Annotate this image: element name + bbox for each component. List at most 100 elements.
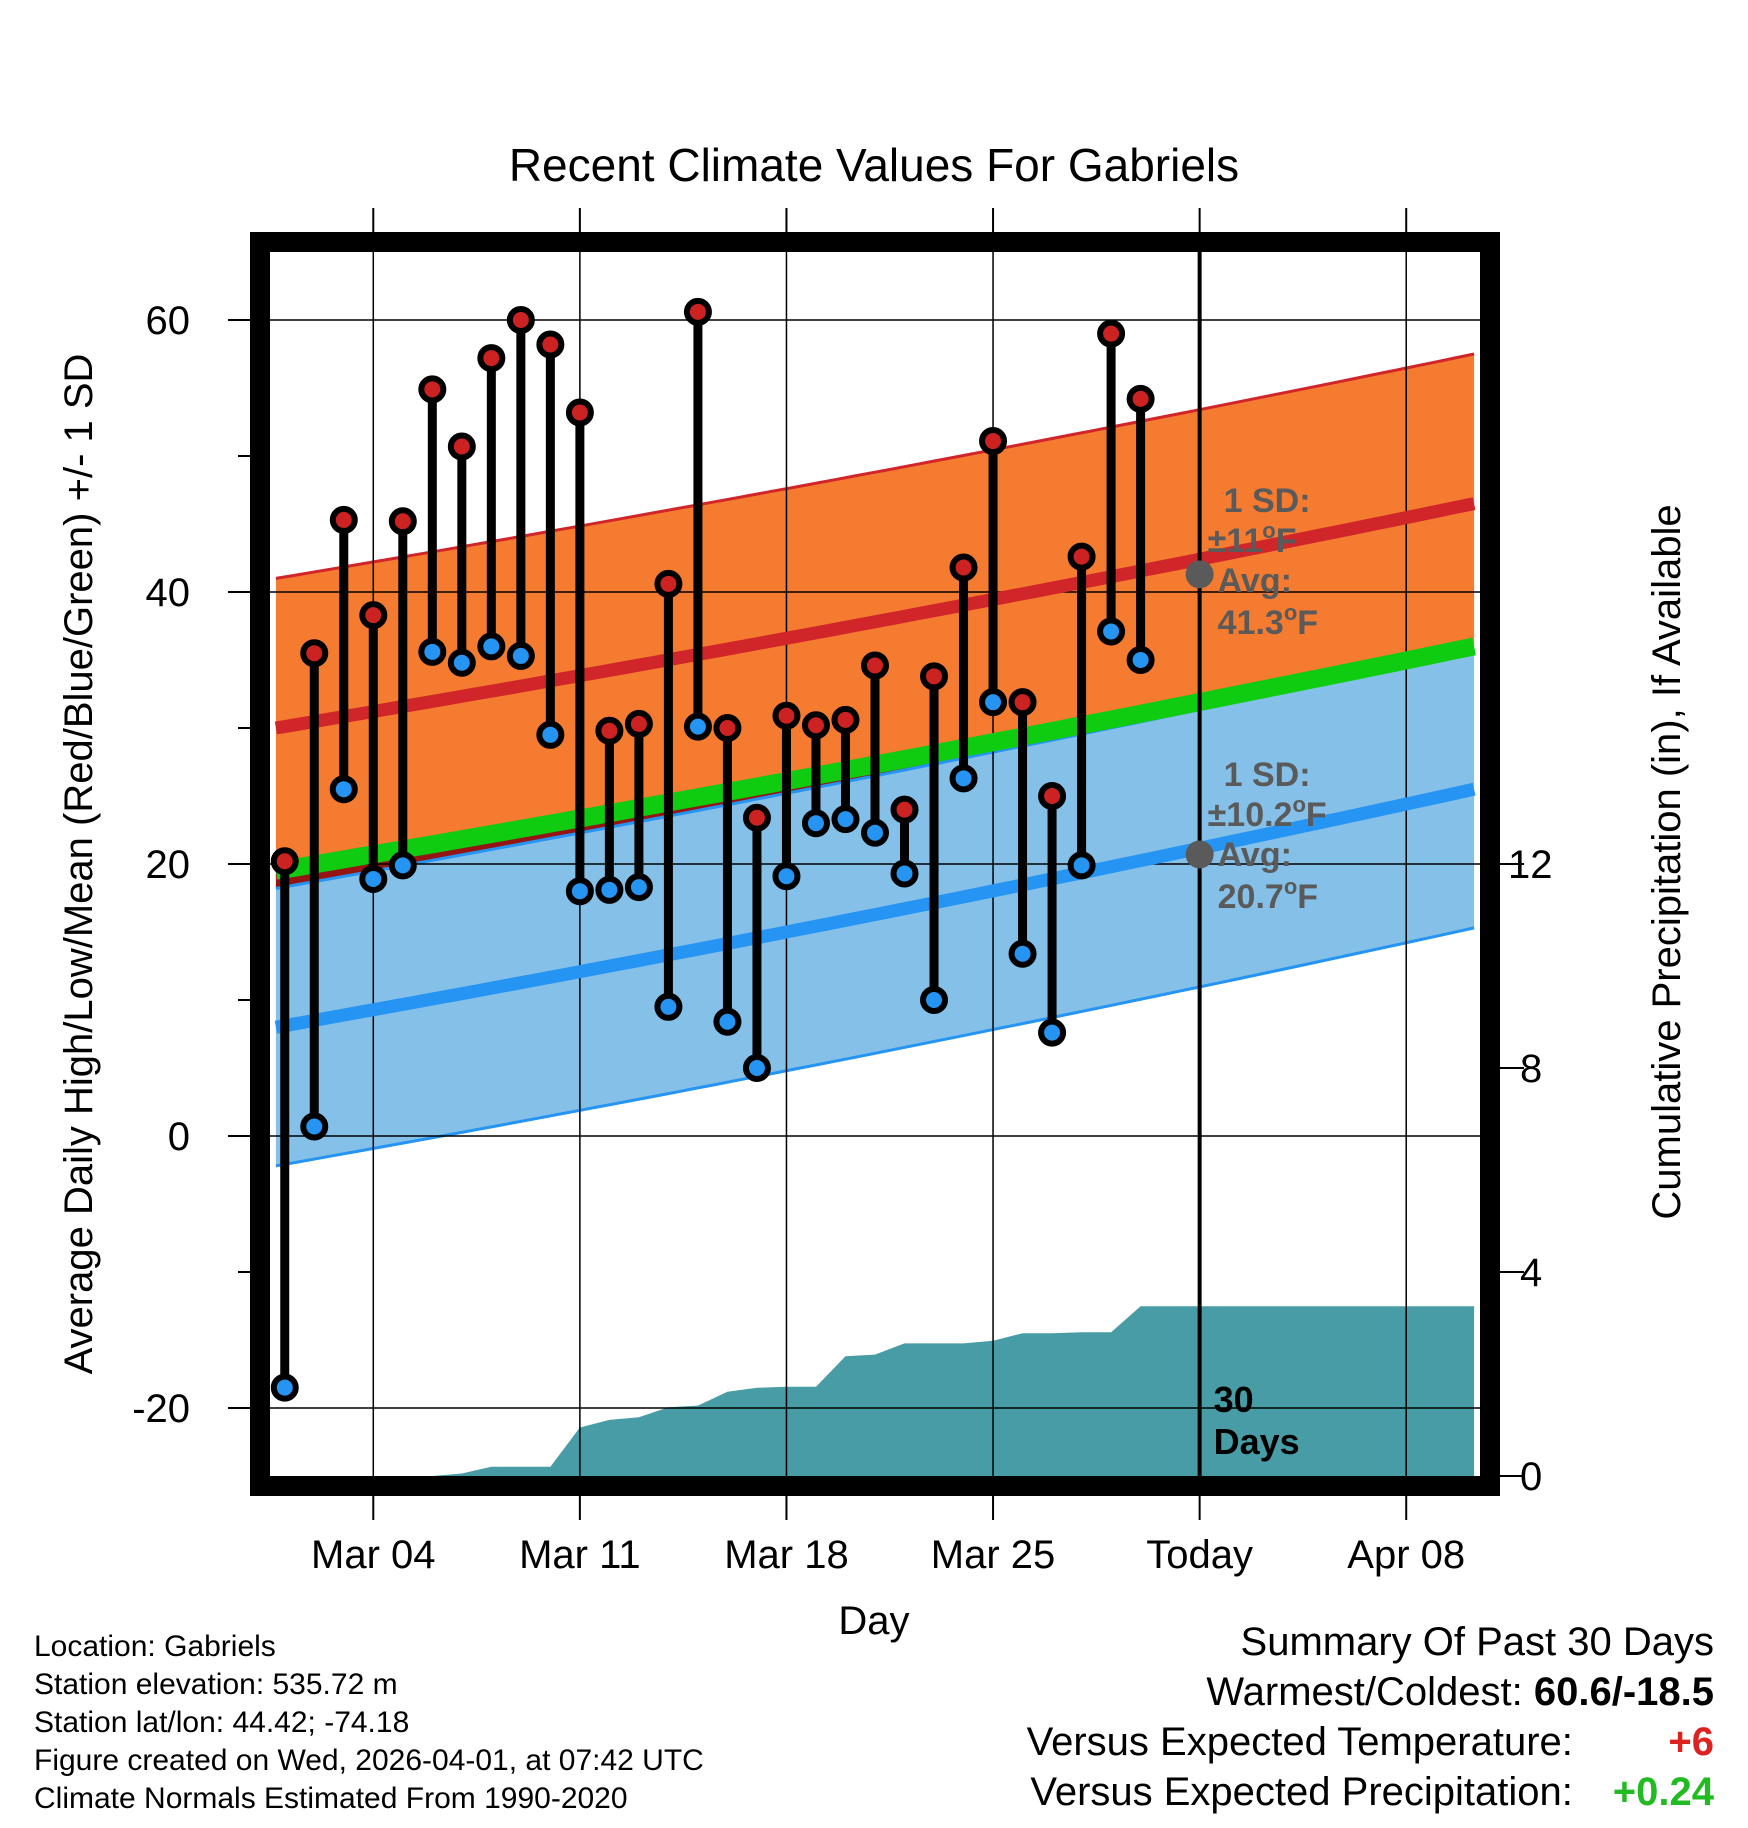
summary-title: Summary Of Past 30 Days [1240, 1620, 1714, 1664]
low-temp-point [1067, 851, 1096, 880]
x-tick-label: Apr 08 [1347, 1533, 1465, 1577]
low-annotation-sd-value: ±10.2oF [1208, 792, 1327, 834]
high-annotation-today-marker [1185, 560, 1214, 589]
high-temp-point [329, 505, 358, 534]
high-annotation-sd-value: ±11oF [1208, 518, 1297, 560]
high-temp-point [1097, 319, 1126, 348]
low-temp-point [713, 1007, 742, 1036]
today-label-days: Days [1214, 1421, 1300, 1462]
summary-warm-cold: Warmest/Coldest: 60.6/-18.5 [1206, 1670, 1714, 1715]
low-temp-point [595, 875, 624, 904]
high-temp-point [683, 297, 712, 326]
high-temp-point [949, 553, 978, 582]
low-temp-point [1008, 939, 1037, 968]
summary-temp-value: +6 [1668, 1720, 1714, 1764]
low-temp-point [506, 641, 535, 670]
y-tick-label: 60 [146, 299, 191, 343]
today-label-number: 30 [1214, 1379, 1254, 1420]
high-temp-point [388, 507, 417, 536]
high-temp-point [861, 651, 889, 680]
y-tick-label: -20 [132, 1387, 190, 1431]
y2-axis-label: Cumulative Precipitation (in), If Availa… [1645, 504, 1689, 1219]
x-tick-label: Mar 04 [311, 1533, 436, 1577]
high-temp-point [536, 330, 565, 359]
low-temp-point [477, 632, 506, 661]
x-axis-label: Day [838, 1599, 909, 1643]
high-temp-point [713, 714, 742, 742]
low-temp-point [565, 877, 594, 906]
y2-tick-label: 8 [1520, 1047, 1542, 1091]
summary-precip-label: Versus Expected Precipitation: [1030, 1770, 1573, 1814]
low-temp-point [801, 809, 830, 838]
low-temp-point [1097, 617, 1126, 646]
high-temp-point [595, 716, 624, 745]
normal-high-line [274, 497, 1476, 735]
low-temp-point [742, 1054, 771, 1082]
high-temp-point [890, 795, 919, 824]
x-tick-label: Mar 18 [724, 1533, 849, 1577]
y2-tick-label: 12 [1508, 843, 1553, 887]
high-temp-point [1067, 542, 1096, 571]
plot-frame [250, 232, 1500, 1496]
high-temp-point [654, 569, 683, 598]
x-tick-label: Mar 25 [931, 1533, 1056, 1577]
summary-temp-label: Versus Expected Temperature: [1026, 1720, 1573, 1764]
low-temp-point [979, 688, 1008, 717]
y-tick-label: 20 [146, 843, 191, 887]
high-temp-point [565, 398, 594, 427]
low-temp-point [418, 637, 447, 666]
low-annotation-avg-value: 20.7oF [1218, 874, 1318, 916]
y2-tick-label: 4 [1520, 1251, 1542, 1295]
low-temp-point [683, 712, 712, 741]
high-temp-point [920, 662, 949, 691]
footer-location: Location: Gabriels [34, 1630, 276, 1663]
high-temp-point [418, 375, 447, 404]
low-temp-point [300, 1112, 329, 1141]
low-temp-point [536, 720, 565, 749]
low-temp-point [359, 864, 388, 893]
low-temp-point [654, 992, 683, 1021]
y2-tick-label: 0 [1520, 1455, 1542, 1499]
high-temp-point [506, 306, 535, 334]
high-temp-point [447, 432, 476, 461]
high-temp-point [742, 803, 771, 832]
low-temp-point [270, 1373, 299, 1402]
summary-temp: Versus Expected Temperature: +6 [1027, 1720, 1714, 1765]
low-temp-point [861, 818, 889, 847]
high-temp-point [624, 709, 653, 738]
y-tick-label: 40 [146, 571, 191, 615]
low-annotation-avg-label: Avg: [1218, 836, 1292, 874]
high-temp-point [270, 847, 299, 876]
low-temp-point [772, 862, 801, 891]
low-temp-point [890, 859, 919, 888]
high-temp-point [1038, 782, 1067, 810]
summary-warm-cold-value: 60.6/-18.5 [1533, 1670, 1714, 1714]
footer-elevation: Station elevation: 535.72 m [34, 1668, 398, 1701]
high-temp-point [831, 705, 860, 734]
summary-warm-cold-label: Warmest/Coldest: [1206, 1670, 1523, 1714]
high-temp-point [979, 427, 1008, 456]
low-temp-point [388, 851, 417, 880]
low-temp-point [831, 805, 860, 834]
low-temp-point [329, 775, 358, 804]
high-annotation-avg-label: Avg: [1218, 562, 1292, 600]
high-temp-point [801, 711, 830, 740]
y-tick-label: 0 [168, 1115, 190, 1159]
low-sd-lower-line [275, 926, 1475, 1168]
low-temp-point [624, 873, 653, 902]
low-temp-point [920, 986, 949, 1014]
chart-title: Recent Climate Values For Gabriels [508, 139, 1240, 191]
high-temp-point [477, 344, 506, 373]
high-temp-point [359, 601, 388, 630]
high-temp-point [1126, 384, 1155, 413]
low-temp-point [1126, 646, 1155, 674]
precip-area [275, 1306, 1475, 1476]
low-temp-point [949, 764, 978, 793]
high-sd-upper-line [275, 352, 1475, 580]
high-temp-point [772, 701, 801, 730]
summary-precip: Versus Expected Precipitation: +0.24 [1030, 1770, 1714, 1815]
summary-precip-value: +0.24 [1612, 1770, 1714, 1814]
footer-latlon: Station lat/lon: 44.42; -74.18 [34, 1706, 410, 1739]
high-temp-point [1008, 688, 1037, 717]
